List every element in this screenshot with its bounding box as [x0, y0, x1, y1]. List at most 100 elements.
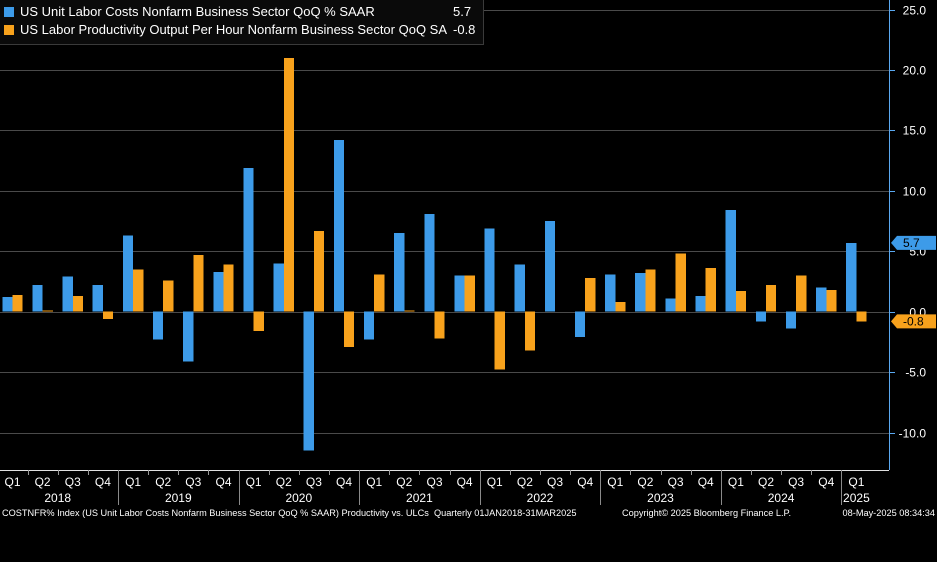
- labor-productivity-bar: [494, 311, 505, 370]
- x-tick-label-year: 2023: [647, 491, 674, 505]
- labor-productivity-bar: [42, 310, 53, 312]
- labor-productivity-bar: [434, 311, 445, 339]
- labor-productivity-bar: [615, 302, 626, 312]
- unit-labor-costs-bar: [725, 210, 736, 312]
- unit-labor-costs-bar: [484, 228, 495, 312]
- legend: US Unit Labor Costs Nonfarm Business Sec…: [0, 0, 485, 45]
- x-tick-label-quarter: Q3: [426, 475, 442, 489]
- unit-labor-costs-bar: [213, 271, 224, 312]
- unit-labor-costs-bar: [816, 287, 827, 312]
- labor-productivity-bar: [253, 311, 264, 332]
- x-tick-label-quarter: Q4: [215, 475, 231, 489]
- unit-labor-costs-bar: [755, 311, 766, 322]
- x-tick-label-quarter: Q4: [336, 475, 352, 489]
- footer-timestamp: 08-May-2025 08:34:34: [842, 508, 935, 518]
- x-tick-label-year: 2022: [527, 491, 554, 505]
- footer-source: COSTNFR% Index (US Unit Labor Costs Nonf…: [2, 508, 577, 518]
- unit-labor-costs-bar: [424, 213, 435, 312]
- labor-productivity-bar: [856, 311, 867, 322]
- last-value-tag-labor-productivity: -0.8: [891, 314, 936, 329]
- last-value-tag-unit-labor-costs-value: 5.7: [903, 236, 920, 250]
- x-tick-label-quarter: Q1: [125, 475, 141, 489]
- unit-labor-costs-bar: [32, 285, 43, 312]
- x-tick-label-quarter: Q1: [366, 475, 382, 489]
- unit-labor-costs-bar: [153, 311, 164, 340]
- unit-labor-costs-bar: [695, 296, 706, 312]
- x-tick-label-quarter: Q1: [246, 475, 262, 489]
- last-value-tag-unit-labor-costs: 5.7: [891, 235, 936, 250]
- legend-value-labor-productivity: -0.8: [453, 22, 476, 37]
- last-value-tag-unit-labor-costs-shape: [891, 235, 936, 250]
- y-tick-label: 20.0: [903, 64, 927, 78]
- labor-productivity-bar: [585, 277, 596, 312]
- x-tick-label-quarter: Q3: [788, 475, 804, 489]
- unit-labor-costs-bar: [122, 235, 134, 312]
- unit-labor-costs-bar: [574, 311, 586, 338]
- x-tick-label-quarter: Q3: [547, 475, 563, 489]
- x-tick-label-quarter: Q2: [517, 475, 533, 489]
- x-tick-label-quarter: Q4: [457, 475, 473, 489]
- unit-labor-costs-bars: [2, 140, 857, 451]
- legend-value-unit-labor-costs: 5.7: [453, 4, 472, 19]
- legend-label-unit-labor-costs: US Unit Labor Costs Nonfarm Business Sec…: [20, 4, 375, 19]
- labor-productivity-bar: [826, 289, 837, 312]
- unit-labor-costs-bar: [785, 311, 797, 329]
- footer-copyright: Copyright© 2025 Bloomberg Finance L.P.: [622, 508, 792, 518]
- y-tick-label: -5.0: [905, 366, 926, 380]
- x-tick-label-quarter: Q1: [848, 475, 864, 489]
- legend-label-labor-productivity: US Labor Productivity Output Per Hour No…: [20, 22, 448, 37]
- labor-productivity-bar: [404, 310, 415, 312]
- x-tick-label-year: 2019: [165, 491, 192, 505]
- unit-labor-costs-bar: [62, 276, 73, 312]
- x-tick-label-quarter: Q2: [396, 475, 412, 489]
- x-tick-label-quarter: Q2: [155, 475, 171, 489]
- unit-labor-costs-bar: [92, 285, 103, 312]
- x-tick-label-quarter: Q4: [95, 475, 111, 489]
- labor-productivity-bar: [223, 264, 234, 312]
- unit-labor-costs-bar: [514, 264, 525, 312]
- labor-productivity-bar: [102, 311, 114, 319]
- labor-productivity-bar: [645, 269, 656, 312]
- labor-productivity-bar: [374, 274, 385, 312]
- x-tick-label-quarter: Q3: [185, 475, 201, 489]
- labor-productivity-bar: [524, 311, 536, 351]
- unit-labor-costs-bar: [333, 140, 345, 312]
- x-tick-label-year: 2018: [44, 491, 71, 505]
- x-tick-label-quarter: Q3: [65, 475, 81, 489]
- x-tick-label-quarter: Q2: [276, 475, 292, 489]
- unit-labor-costs-bar: [363, 311, 375, 340]
- unit-labor-costs-bar: [665, 298, 676, 312]
- legend-swatch-unit-labor-costs: [4, 7, 14, 17]
- footer: COSTNFR% Index (US Unit Labor Costs Nonf…: [0, 506, 937, 520]
- x-tick-label-quarter: Q3: [306, 475, 322, 489]
- unit-labor-costs-bar: [243, 167, 254, 312]
- unit-labor-costs-bar: [394, 233, 405, 312]
- x-axis: Q1 Q2 Q3 Q4 Q1 Q2 Q3 Q4 Q1 Q2 Q3 Q4 Q1 Q2 Q3 Q4 Q1 Q2 Q3 Q4…: [4, 470, 870, 505]
- labor-productivity-bars: [12, 57, 867, 370]
- unit-labor-costs-bar: [273, 263, 284, 312]
- labor-productivity-bar: [464, 275, 475, 312]
- x-tick-label-quarter: Q2: [35, 475, 51, 489]
- y-axis: 25.020.015.010.05.00.0-5.0-10.0: [889, 4, 926, 441]
- x-tick-label-quarter: Q1: [728, 475, 744, 489]
- legend-swatch-labor-productivity: [4, 25, 14, 35]
- y-tick-label: 10.0: [903, 185, 927, 199]
- labor-productivity-bar: [12, 294, 23, 312]
- labor-productivity-bar: [735, 291, 747, 312]
- unit-labor-costs-bar: [303, 311, 314, 451]
- last-value-tag-labor-productivity-value: -0.8: [903, 315, 924, 329]
- labor-productivity-bar: [283, 57, 294, 312]
- x-tick-label-quarter: Q1: [487, 475, 503, 489]
- x-tick-label-quarter: Q4: [698, 475, 714, 489]
- gridlines: [0, 10, 889, 434]
- x-tick-label-quarter: Q1: [4, 475, 20, 489]
- y-tick-label: 15.0: [903, 124, 927, 138]
- labor-productivity-bar: [193, 254, 204, 312]
- unit-labor-costs-bar: [605, 274, 616, 312]
- unit-labor-costs-bar: [544, 221, 556, 312]
- unit-labor-costs-bar: [454, 275, 465, 312]
- labor-productivity-bar: [344, 311, 355, 347]
- labor-productivity-bar: [133, 269, 144, 312]
- labor-productivity-bar: [705, 268, 716, 312]
- x-tick-label-quarter: Q4: [818, 475, 834, 489]
